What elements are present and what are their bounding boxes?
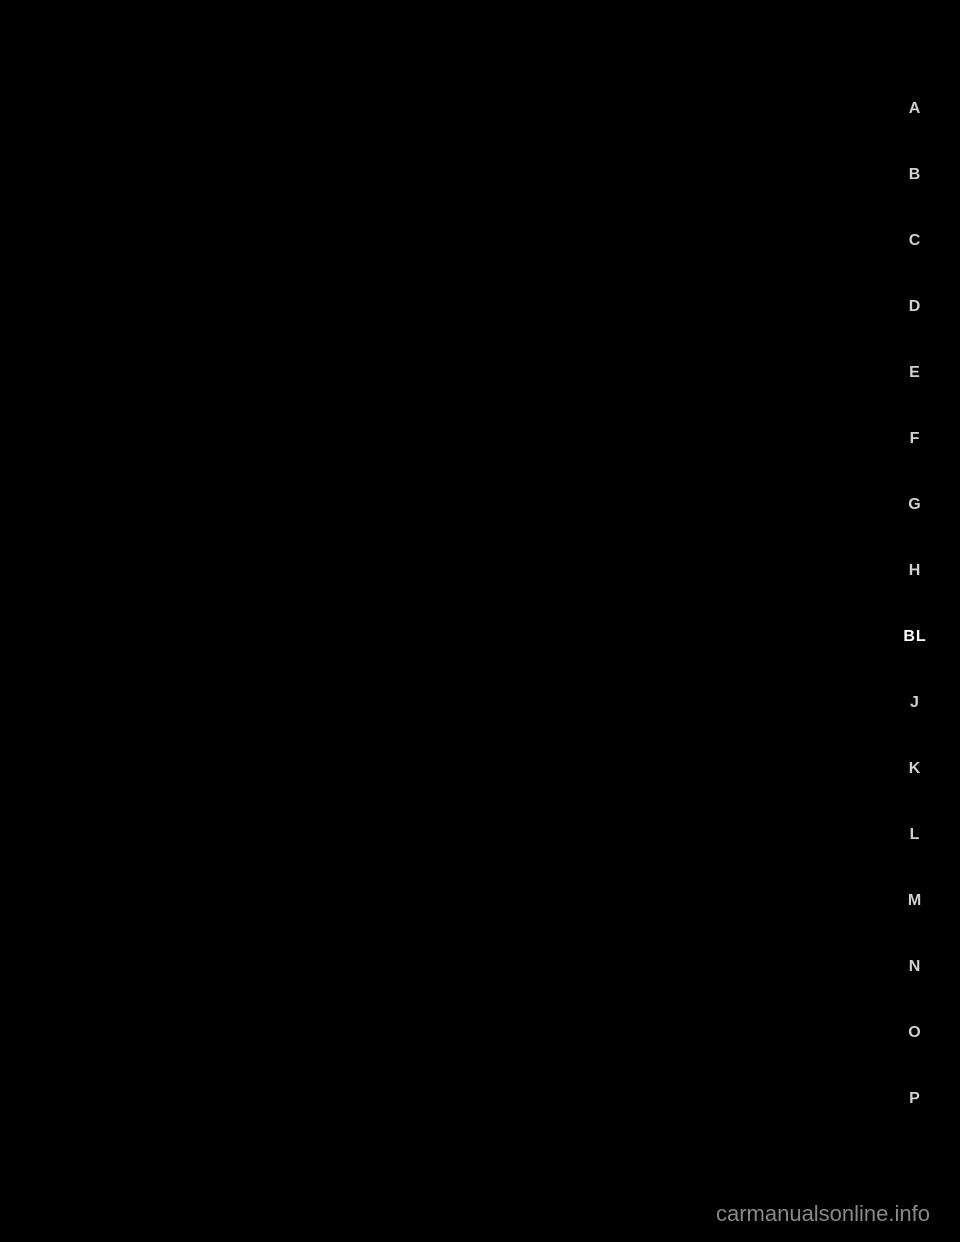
tab-f[interactable]: F [900, 430, 930, 448]
tab-b[interactable]: B [900, 166, 930, 184]
tab-k[interactable]: K [900, 760, 930, 778]
tab-l[interactable]: L [900, 826, 930, 844]
tab-h[interactable]: H [900, 562, 930, 580]
tab-j[interactable]: J [900, 694, 930, 712]
tab-n[interactable]: N [900, 958, 930, 976]
tab-p[interactable]: P [900, 1090, 930, 1108]
tab-d[interactable]: D [900, 298, 930, 316]
tab-bl[interactable]: BL [900, 628, 930, 646]
tab-e[interactable]: E [900, 364, 930, 382]
tab-c[interactable]: C [900, 232, 930, 250]
tab-m[interactable]: M [900, 892, 930, 910]
tab-a[interactable]: A [900, 100, 930, 118]
tab-o[interactable]: O [900, 1024, 930, 1042]
watermark-text: carmanualsonline.info [716, 1201, 930, 1227]
section-tabs: A B C D E F G H BL J K L M N O P [900, 100, 930, 1108]
tab-g[interactable]: G [900, 496, 930, 514]
